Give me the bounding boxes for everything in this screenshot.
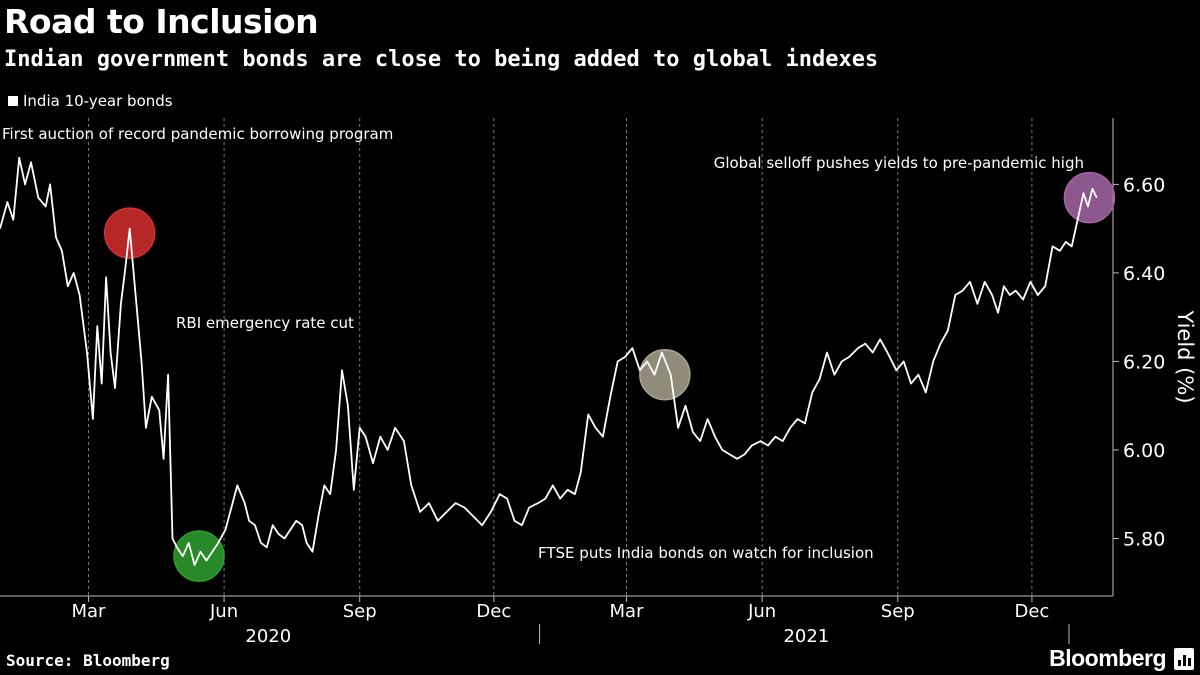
x-tick-label: Jun xyxy=(747,601,776,622)
y-tick-label: 5.80 xyxy=(1123,528,1165,550)
legend: India 10-year bonds xyxy=(8,92,173,110)
source-note: Source: Bloomberg xyxy=(6,651,170,670)
series-line-india-10y xyxy=(0,156,1098,566)
x-tick-label: Dec xyxy=(1014,601,1049,622)
legend-swatch xyxy=(8,96,18,106)
annotation-label: First auction of record pandemic borrowi… xyxy=(2,125,393,143)
y-tick-label: 6.40 xyxy=(1123,263,1165,285)
year-label: 2020 xyxy=(245,626,291,647)
y-tick-label: 6.00 xyxy=(1123,440,1165,462)
year-label: 2021 xyxy=(783,626,829,647)
x-tick-label: Mar xyxy=(71,601,106,622)
x-tick-label: Jun xyxy=(209,601,238,622)
bloomberg-logo: Bloomberg xyxy=(1049,645,1166,671)
annotation-marker xyxy=(639,348,691,401)
y-tick-label: 6.20 xyxy=(1123,351,1165,373)
annotation-label: FTSE puts India bonds on watch for inclu… xyxy=(538,544,874,562)
x-tick-label: Sep xyxy=(881,601,915,622)
y-axis-title: Yield (%) xyxy=(1173,309,1197,403)
annotation-label: Global selloff pushes yields to pre-pand… xyxy=(714,154,1084,172)
x-tick-label: Sep xyxy=(343,601,377,622)
chart-title: Road to Inclusion xyxy=(4,2,319,41)
y-tick-label: 6.60 xyxy=(1123,174,1165,196)
legend-label: India 10-year bonds xyxy=(23,92,173,110)
chart-subtitle: Indian government bonds are close to bei… xyxy=(4,47,879,72)
x-tick-label: Mar xyxy=(610,601,645,622)
x-tick-label: Dec xyxy=(476,601,511,622)
annotation-label: RBI emergency rate cut xyxy=(176,314,354,332)
bloomberg-chart-icon xyxy=(1174,648,1194,670)
